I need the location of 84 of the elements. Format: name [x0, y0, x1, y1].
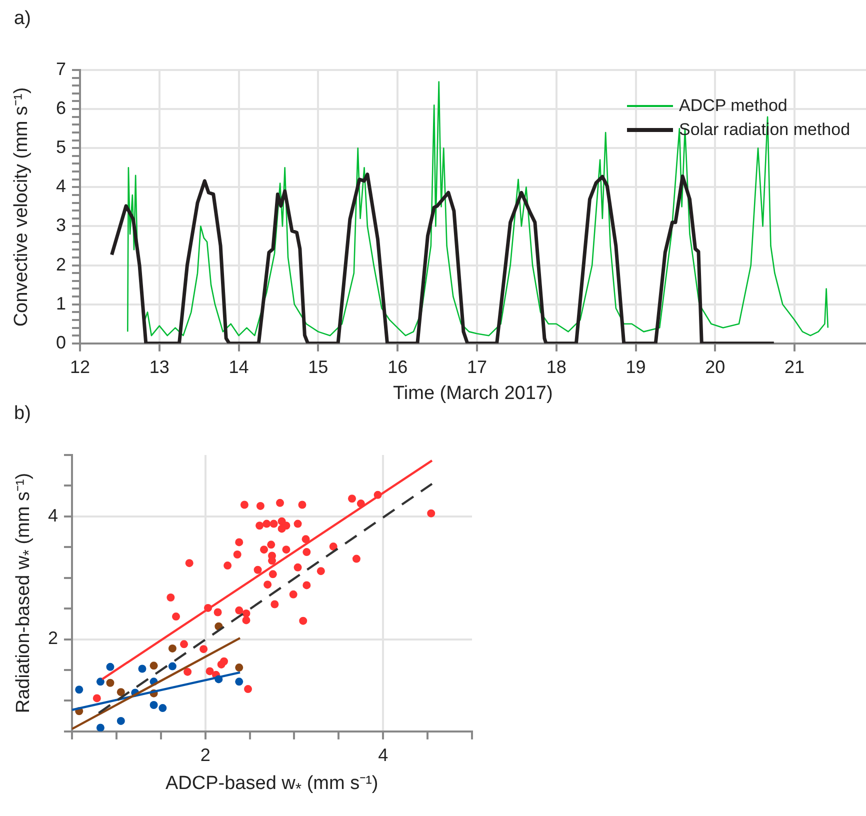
point	[256, 502, 264, 510]
point	[264, 580, 272, 589]
y-tick-label: 4	[56, 176, 66, 196]
x-tick-label: 12	[70, 357, 90, 378]
point	[254, 566, 262, 574]
point	[158, 704, 167, 712]
point	[240, 500, 248, 509]
x-tick-label: 15	[308, 357, 328, 378]
x-tick-label: 19	[626, 357, 646, 378]
y-tick-label: 4	[48, 505, 58, 526]
point	[302, 548, 311, 556]
point	[316, 567, 325, 576]
point	[427, 509, 436, 518]
point	[302, 535, 310, 544]
y-tick-label: 2	[48, 628, 58, 648]
y-tick-label: 5	[56, 137, 66, 158]
chart-title: a)	[14, 8, 31, 30]
point	[262, 520, 271, 528]
point	[294, 520, 302, 528]
point	[289, 590, 298, 598]
point	[168, 662, 176, 670]
point	[220, 657, 228, 666]
point	[184, 668, 192, 676]
point	[206, 667, 214, 676]
x-tick-label: 14	[228, 357, 249, 378]
point	[270, 600, 279, 608]
x-tick-label: 21	[784, 357, 805, 378]
x-tick-label: 13	[149, 357, 170, 378]
point	[96, 678, 104, 686]
point	[166, 594, 175, 602]
point	[282, 546, 290, 554]
point	[224, 562, 232, 570]
point	[242, 616, 250, 624]
point	[302, 581, 311, 590]
point	[256, 522, 264, 530]
point	[138, 664, 146, 673]
point	[282, 522, 290, 530]
point	[294, 563, 302, 572]
point	[276, 498, 284, 507]
y-tick-label: 6	[56, 98, 66, 118]
point	[180, 640, 188, 648]
point	[329, 542, 338, 551]
point	[214, 608, 222, 616]
point	[116, 688, 125, 696]
y-axis-title: Convective velocity (mm s⁻¹)	[10, 87, 33, 326]
point	[352, 554, 360, 563]
y-tick-label: 7	[56, 58, 66, 79]
point	[172, 612, 180, 621]
point	[233, 550, 242, 559]
y-tick-label: 0	[56, 332, 66, 352]
point	[260, 546, 268, 554]
point	[96, 724, 104, 732]
point	[235, 678, 244, 686]
y-tick-label: 1	[56, 293, 66, 314]
point	[268, 570, 277, 578]
y-tick-label: 3	[56, 215, 66, 236]
x-axis-title: ADCP-based w$_{*}$ (mm s⁻¹)	[166, 772, 378, 800]
x-axis-title: Time (March 2017)	[393, 383, 553, 406]
point	[150, 662, 158, 670]
point	[106, 662, 114, 671]
point	[235, 538, 244, 546]
point	[235, 664, 244, 672]
point	[298, 500, 306, 509]
point	[244, 685, 252, 694]
chart-title: b)	[14, 403, 31, 425]
point	[200, 645, 208, 654]
y-tick-label: 2	[56, 254, 66, 274]
point	[150, 700, 158, 709]
point	[116, 716, 125, 725]
point	[185, 559, 194, 568]
point	[267, 540, 276, 549]
x-tick-label: 20	[705, 357, 726, 378]
point	[299, 616, 308, 625]
x-tick-label: 18	[546, 357, 566, 378]
legend-label: ADCP method	[679, 96, 788, 116]
point	[235, 606, 244, 614]
x-tick-label: 16	[388, 357, 408, 378]
point	[106, 678, 114, 687]
point	[270, 520, 278, 528]
point	[75, 686, 84, 694]
point	[168, 644, 176, 652]
point	[92, 694, 101, 702]
point	[348, 494, 356, 503]
x-tick-label: 17	[466, 357, 487, 378]
